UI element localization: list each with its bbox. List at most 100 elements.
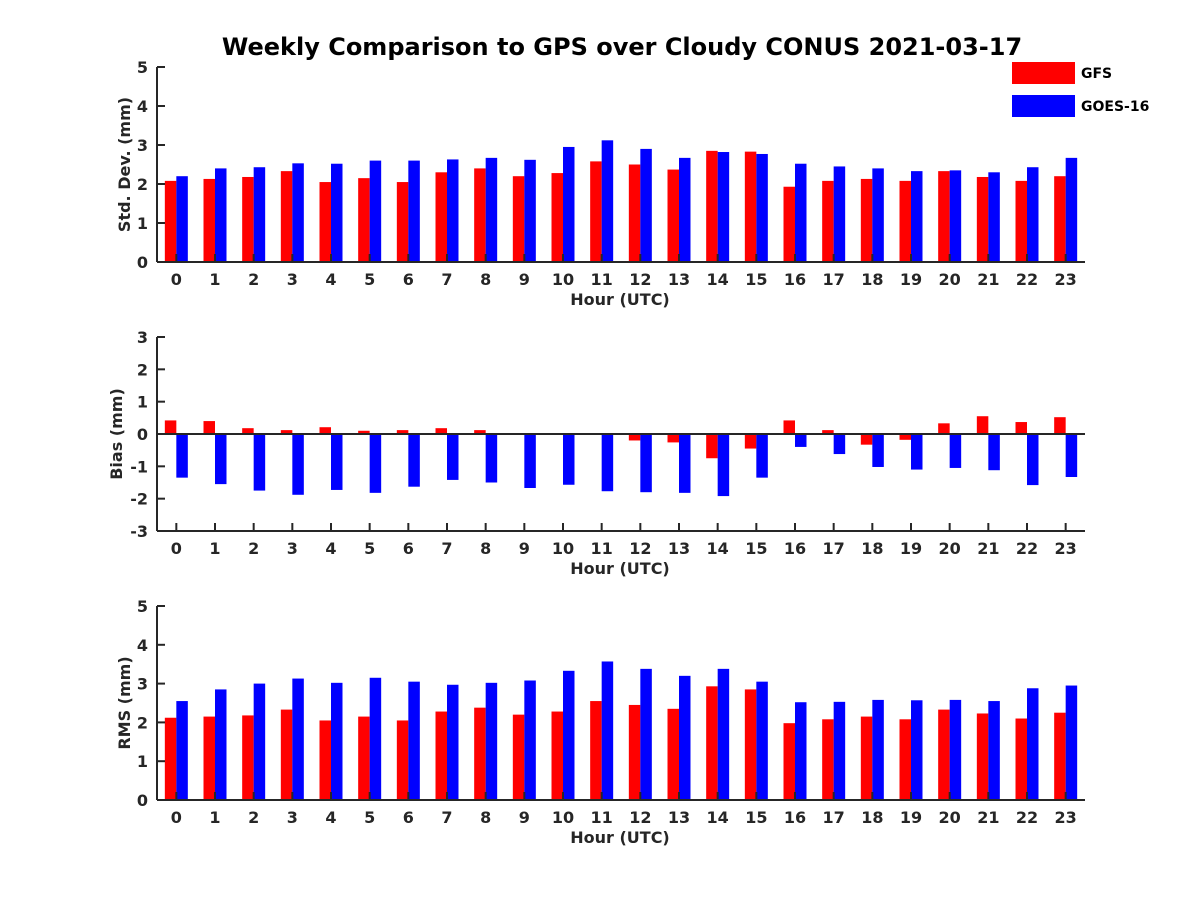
bar-gfs-16	[783, 723, 795, 800]
x-tick-label: 0	[171, 808, 182, 827]
bar-goes16-8	[485, 682, 498, 800]
x-tick-label: 18	[861, 539, 883, 558]
bar-gfs-11	[590, 701, 602, 800]
x-tick-label: 10	[552, 539, 574, 558]
x-tick-label: 13	[668, 808, 690, 827]
x-tick-label: 9	[519, 539, 530, 558]
x-tick-label: 19	[900, 808, 922, 827]
bar-gfs-4	[319, 182, 331, 262]
bar-gfs-10	[551, 711, 563, 800]
bar-gfs-20	[938, 423, 950, 434]
bar-goes16-23	[1065, 157, 1078, 262]
y-tick-label: 5	[137, 597, 148, 616]
x-tick-label: 11	[591, 808, 613, 827]
bar-gfs-7	[435, 711, 447, 800]
bar-goes16-16	[795, 163, 807, 262]
y-tick-label: -3	[130, 522, 148, 541]
x-axis-label: Hour (UTC)	[570, 290, 670, 309]
bar-gfs-20	[938, 171, 950, 262]
x-tick-label: 16	[784, 270, 806, 289]
x-tick-label: 18	[861, 270, 883, 289]
x-tick-label: 7	[441, 539, 452, 558]
bar-gfs-14	[706, 434, 718, 459]
x-tick-label: 7	[441, 808, 452, 827]
x-tick-label: 15	[745, 808, 767, 827]
x-tick-label: 11	[591, 539, 613, 558]
x-tick-label: 14	[707, 808, 729, 827]
x-tick-label: 19	[900, 539, 922, 558]
bar-gfs-4	[319, 720, 331, 800]
bar-goes16-0	[176, 176, 188, 262]
x-tick-label: 19	[900, 270, 922, 289]
bar-goes16-5	[369, 434, 382, 493]
bar-gfs-8	[474, 707, 486, 800]
bar-goes16-10	[563, 670, 575, 800]
y-tick-label: 0	[137, 253, 148, 272]
bar-goes16-18	[872, 699, 884, 800]
x-tick-label: 5	[364, 270, 375, 289]
y-tick-label: 0	[137, 425, 148, 444]
bar-gfs-4	[319, 427, 331, 434]
y-tick-label: 1	[137, 752, 148, 771]
bar-gfs-1	[203, 421, 215, 434]
bar-gfs-6	[396, 720, 409, 800]
y-tick-label: 5	[137, 58, 148, 77]
bar-gfs-21	[976, 176, 989, 262]
bar-goes16-12	[640, 434, 652, 493]
bar-goes16-4	[331, 682, 343, 800]
y-tick-label: 3	[137, 328, 148, 347]
bar-gfs-19	[899, 719, 911, 800]
legend-entry-1: GOES-16	[1012, 95, 1149, 117]
x-tick-label: 17	[823, 539, 845, 558]
bar-gfs-0	[164, 180, 177, 262]
bar-gfs-11	[590, 161, 602, 262]
bar-gfs-13	[667, 708, 679, 800]
x-tick-label: 22	[1016, 539, 1038, 558]
x-tick-label: 21	[977, 808, 999, 827]
bar-gfs-10	[551, 173, 563, 262]
bar-goes16-18	[872, 434, 884, 467]
bar-goes16-20	[949, 699, 962, 800]
bar-gfs-17	[822, 430, 834, 434]
bar-goes16-4	[331, 434, 343, 490]
legend-entry-0: GFS	[1012, 62, 1112, 84]
x-tick-label: 23	[1055, 539, 1077, 558]
bar-goes16-14	[717, 152, 730, 262]
bar-goes16-13	[679, 675, 691, 800]
bar-gfs-8	[474, 168, 486, 262]
bar-goes16-16	[795, 434, 807, 447]
bar-goes16-10	[563, 146, 575, 262]
x-tick-label: 15	[745, 270, 767, 289]
bar-gfs-14	[706, 150, 718, 262]
bar-goes16-6	[408, 434, 420, 487]
y-axis-label: Std. Dev. (mm)	[115, 97, 134, 232]
y-tick-label: 3	[137, 675, 148, 694]
bar-goes16-22	[1027, 688, 1039, 800]
legend-label: GFS	[1081, 66, 1112, 82]
x-tick-label: 14	[707, 270, 729, 289]
x-tick-label: 8	[480, 270, 491, 289]
x-tick-label: 5	[364, 808, 375, 827]
bar-gfs-22	[1015, 180, 1027, 262]
bar-gfs-15	[744, 434, 757, 449]
x-tick-label: 7	[441, 270, 452, 289]
x-tick-label: 12	[629, 808, 651, 827]
bar-gfs-0	[164, 717, 177, 800]
bar-goes16-2	[253, 167, 266, 262]
y-tick-label: 4	[137, 97, 148, 116]
bar-goes16-19	[911, 700, 923, 800]
x-tick-label: 3	[287, 808, 298, 827]
x-tick-label: 6	[403, 270, 414, 289]
bar-goes16-3	[292, 434, 304, 495]
bar-gfs-15	[744, 151, 757, 262]
legend: GFS GOES-16	[1012, 62, 1149, 117]
bar-gfs-17	[822, 180, 834, 262]
bar-goes16-23	[1065, 685, 1078, 800]
x-tick-label: 11	[591, 270, 613, 289]
bar-gfs-18	[860, 178, 873, 262]
bar-gfs-21	[976, 416, 989, 434]
y-tick-label: 0	[137, 791, 148, 810]
